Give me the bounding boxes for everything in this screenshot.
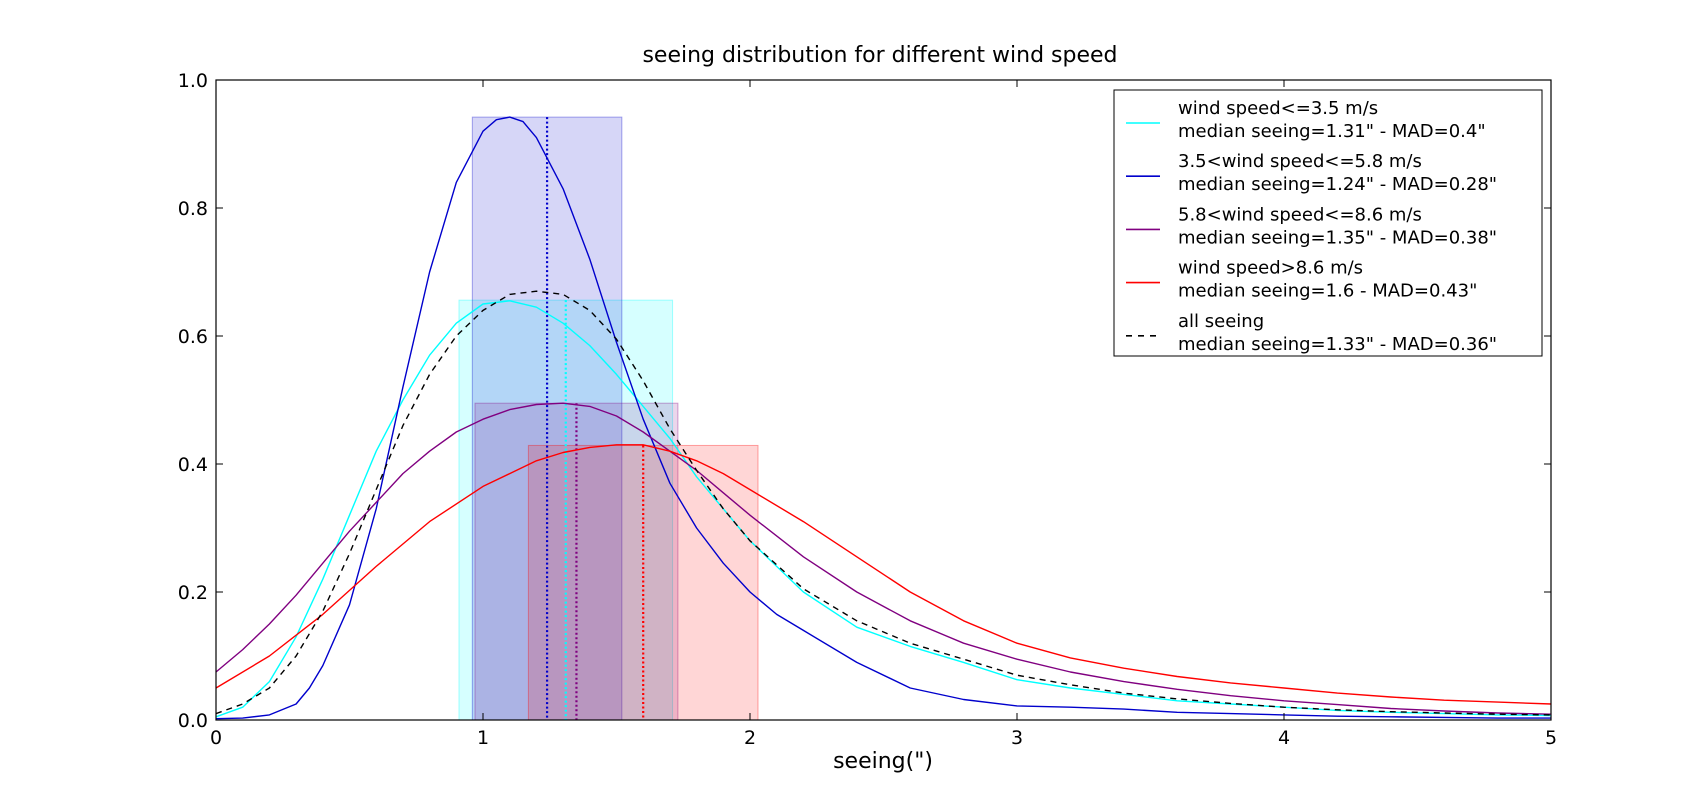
plot-frame [215, 79, 1552, 721]
band-series-1 [458, 299, 674, 721]
x-tick-label: 5 [1545, 727, 1557, 749]
x-axis-label: seeing(") [833, 749, 933, 774]
series-curves [215, 116, 1552, 720]
x-tick-label: 4 [1278, 727, 1290, 749]
y-tick-label: 1.0 [178, 70, 208, 92]
curve-series-3 [215, 402, 1552, 715]
curve-series-5 [215, 290, 1552, 716]
x-tick-label: 3 [1011, 727, 1023, 749]
legend-label-series-3: 5.8<wind speed<=8.6 m/s [1178, 204, 1422, 225]
legend-median-series-4: median seeing=1.6 - MAD=0.43" [1178, 281, 1477, 302]
median-lines [545, 117, 645, 720]
legend-label-series-5: all seeing [1178, 311, 1264, 332]
legend-median-series-2: median seeing=1.24" - MAD=0.28" [1178, 174, 1497, 195]
axis-ticks: 0 1 2 3 4 5 0.0 0.2 0.4 0.6 0.8 1.0 [178, 70, 1557, 749]
curve-series-2 [215, 116, 1551, 720]
legend-median-series-3: median seeing=1.35" - MAD=0.38" [1178, 227, 1497, 248]
y-tick-label: 0.2 [178, 582, 208, 604]
legend-median-series-5: median seeing=1.33" - MAD=0.36" [1178, 334, 1497, 355]
chart-title: seeing distribution for different wind s… [642, 43, 1117, 68]
legend-label-series-4: wind speed>8.6 m/s [1178, 258, 1363, 279]
x-tick-label: 1 [477, 727, 489, 749]
x-tick-label: 2 [744, 727, 756, 749]
x-tick-label: 0 [210, 727, 222, 749]
y-tick-label: 0.6 [178, 326, 208, 348]
y-tick-label: 0.4 [178, 454, 208, 476]
legend-label-series-2: 3.5<wind speed<=5.8 m/s [1178, 151, 1422, 172]
y-tick-label: 0.8 [178, 198, 208, 220]
y-tick-label: 0.0 [178, 710, 208, 732]
curve-series-4 [215, 444, 1552, 705]
legend-label-series-1: wind speed<=3.5 m/s [1178, 98, 1378, 119]
legend-median-series-1: median seeing=1.31" - MAD=0.4" [1178, 121, 1486, 142]
legend-box [1113, 89, 1543, 357]
